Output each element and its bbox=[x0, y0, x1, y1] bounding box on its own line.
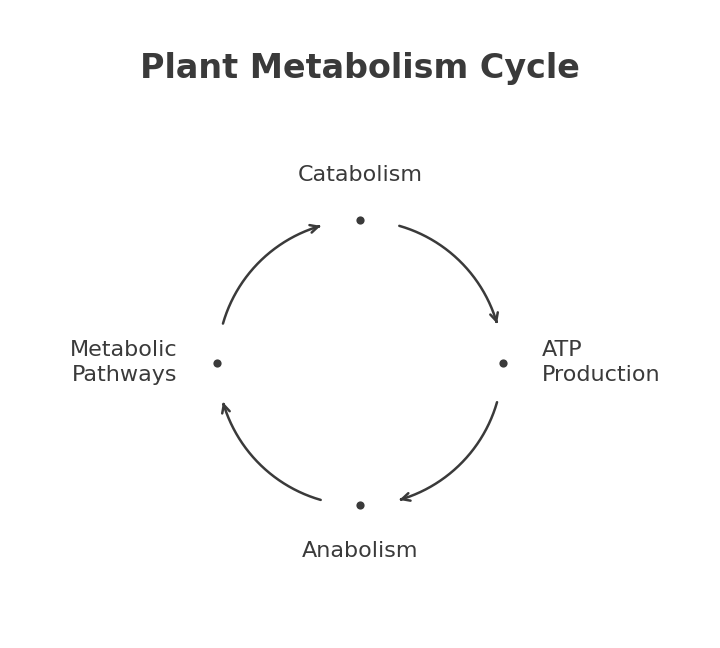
Text: Catabolism: Catabolism bbox=[297, 165, 423, 185]
Text: ATP
Production: ATP Production bbox=[542, 340, 661, 386]
Point bbox=[354, 215, 366, 226]
Text: Anabolism: Anabolism bbox=[302, 541, 418, 561]
Text: Plant Metabolism Cycle: Plant Metabolism Cycle bbox=[140, 52, 580, 85]
Point bbox=[212, 358, 223, 368]
Point bbox=[497, 358, 508, 368]
Point bbox=[354, 500, 366, 511]
Text: Metabolic
Pathways: Metabolic Pathways bbox=[71, 340, 178, 386]
